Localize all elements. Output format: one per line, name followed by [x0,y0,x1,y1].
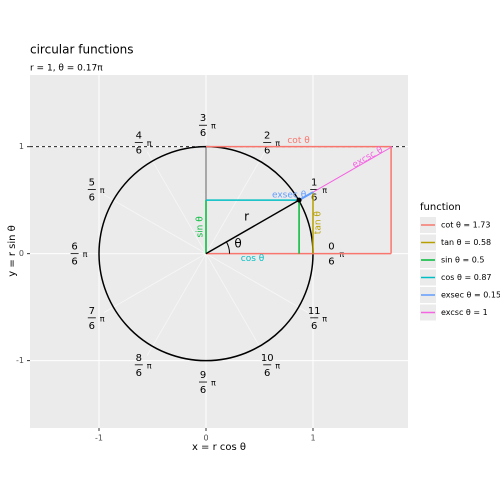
legend-title: function [420,202,461,213]
exsec-segment [298,191,314,202]
angle-numerator: 10 [261,353,274,364]
angle-denominator: 6 [328,257,334,268]
y-tick-label: -1 [16,356,24,365]
chart-title: circular functions [30,43,134,57]
angle-symbol: π [100,186,105,195]
y-axis-label: y = r sin θ [7,225,18,277]
angle-symbol: π [147,361,152,370]
angle-denominator: 6 [89,321,95,332]
angle-symbol: π [322,186,327,195]
spoke [103,194,207,254]
angle-numerator: 6 [71,242,77,253]
angle-numerator: 8 [136,353,142,364]
y-tick-label: 0 [19,249,24,258]
angle-symbol: π [211,379,216,388]
angle-denominator: 6 [200,385,206,396]
angle-numerator: 2 [264,130,270,141]
angle-numerator: 9 [200,370,206,381]
spoke [205,151,266,254]
angle-denominator: 6 [200,128,206,139]
exsec-label: exsec θ [272,191,307,201]
angle-numerator: 5 [89,177,95,188]
panel [30,75,408,428]
spoke [205,253,266,356]
legend-label: sin θ = 0.5 [441,256,484,265]
angle-numerator: 4 [136,130,142,141]
angle-label: θ [234,237,241,251]
angle-symbol: π [83,250,88,259]
angle-denominator: 6 [264,145,270,156]
angle-numerator: 1 [311,177,317,188]
radius-line [205,199,300,255]
x-tick-label: 1 [310,434,315,443]
angle-numerator: 11 [308,306,321,317]
legend-label: tan θ = 0.58 [441,238,491,247]
legend-label: cot θ = 1.73 [441,221,490,230]
x-tick-label: -1 [95,434,103,443]
spoke [205,253,309,313]
angle-symbol: π [322,314,327,323]
x-axis-label: x = r cos θ [192,442,246,453]
angle-numerator: 0 [328,242,334,253]
angle-denominator: 6 [136,145,142,156]
spoke [146,151,207,254]
angle-denominator: 6 [89,192,95,203]
angle-symbol: π [275,361,280,370]
chart-subtitle: r = 1, θ = 0.17π [30,64,103,74]
angle-symbol: π [211,122,216,131]
angle-numerator: 7 [89,306,95,317]
angle-symbol: π [339,250,344,259]
excsc-segment [298,146,393,201]
angle-denominator: 6 [311,321,317,332]
point [296,197,302,203]
angle-symbol: π [275,139,280,148]
spoke [103,253,207,313]
spoke [146,253,207,356]
angle-denominator: 6 [264,368,270,379]
angle-symbol: π [147,139,152,148]
angle-denominator: 6 [71,257,77,268]
cos-label: cos θ [241,254,265,264]
x-tick-label: 0 [203,434,208,443]
legend-label: excsc θ = 1 [441,308,488,317]
radius-label: r [244,209,249,223]
angle-numerator: 3 [200,113,206,124]
legend-label: exsec θ = 0.15 [441,291,500,300]
cot-label: cot θ [287,136,310,146]
tan-label: tan θ [313,211,323,235]
angle-denominator: 6 [311,192,317,203]
legend-label: cos θ = 0.87 [441,273,492,282]
angle-symbol: π [100,314,105,323]
sin-label: sin θ [196,216,206,238]
angle-denominator: 6 [136,368,142,379]
angle-arc [225,241,231,254]
y-tick-label: 1 [19,142,24,151]
